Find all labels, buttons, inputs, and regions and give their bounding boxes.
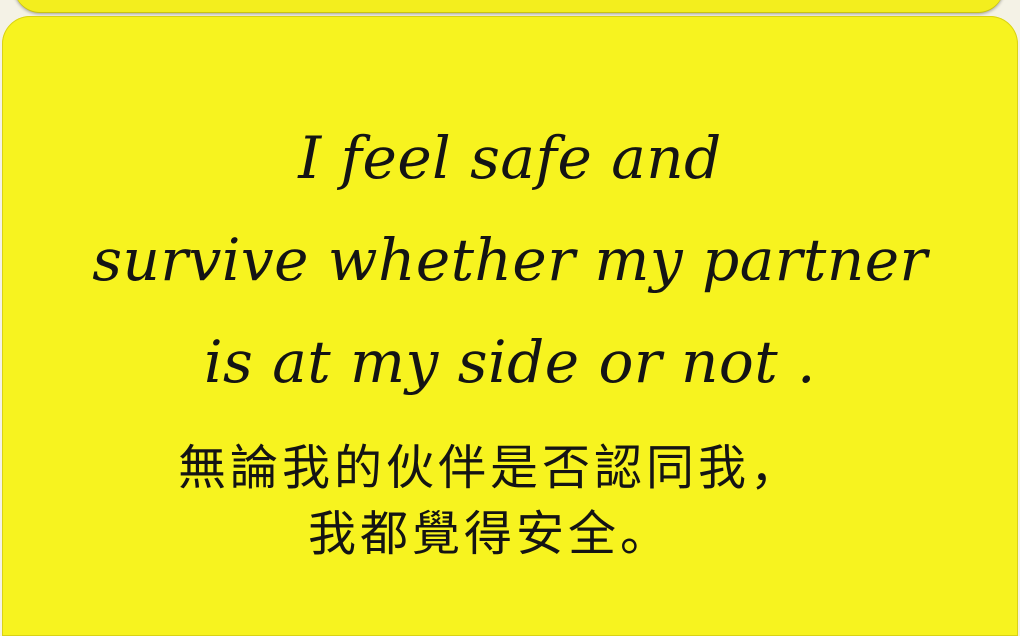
english-line-2: survive whether my partner [92, 226, 928, 294]
english-line-1: I feel safe and [298, 124, 722, 192]
card-behind-edge [14, 0, 1004, 12]
english-line-3: is at my side or not . [203, 328, 816, 396]
affirmation-card [2, 16, 1018, 636]
chinese-line-2: 我都覺得安全。 [307, 506, 672, 562]
chinese-line-1: 無論我的伙伴是否認同我， [177, 440, 802, 496]
